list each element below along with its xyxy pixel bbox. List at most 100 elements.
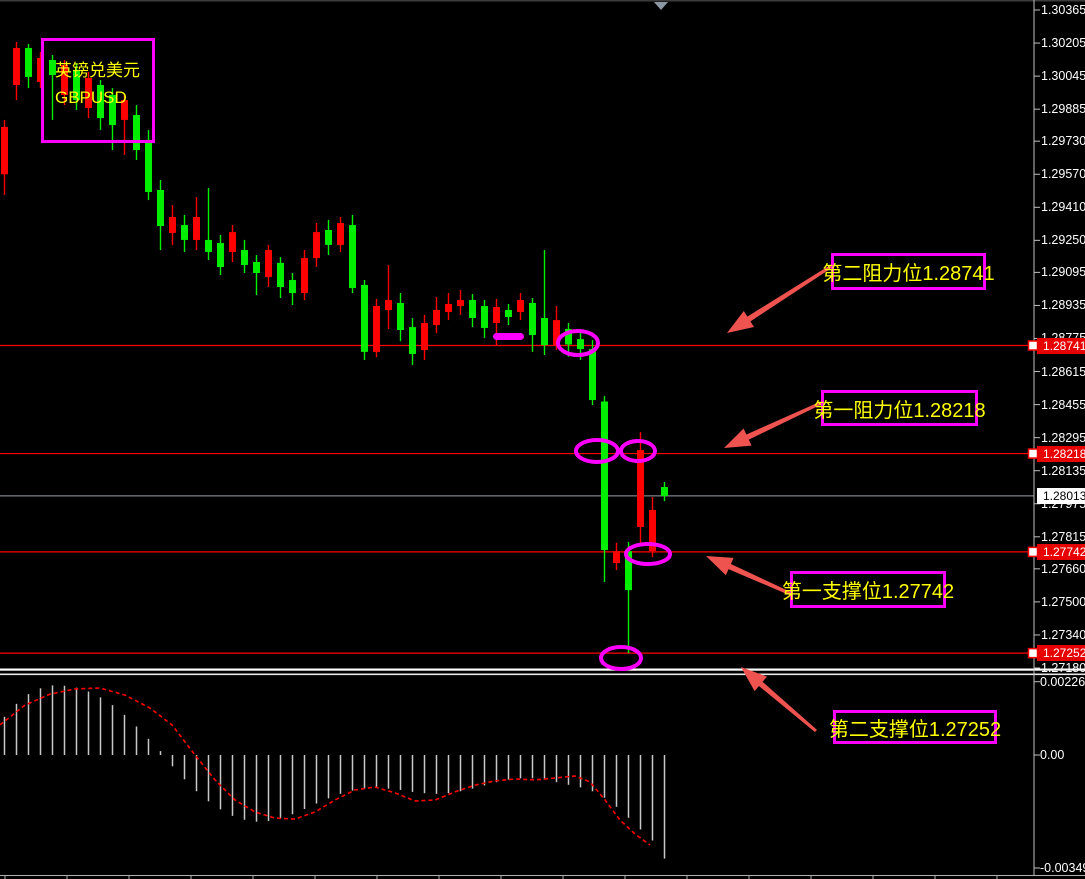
- candle-body: [553, 320, 560, 346]
- price-axis-tick-label: 1.30045: [1041, 69, 1085, 84]
- candle-body: [589, 349, 596, 401]
- candle-body: [277, 262, 284, 288]
- candle-body: [169, 217, 176, 233]
- candle-body: [205, 239, 212, 252]
- price-axis-tick-label: 1.29730: [1041, 134, 1085, 149]
- candle-body: [145, 139, 152, 193]
- candle-body: [217, 243, 224, 268]
- candle-body: [289, 280, 296, 294]
- price-axis-tick-label: 1.28295: [1041, 430, 1085, 445]
- price-axis-tick-label: 1.28455: [1041, 397, 1085, 412]
- arrow-shaft[interactable]: [750, 674, 817, 733]
- candle-body: [613, 551, 620, 564]
- candle-body: [649, 509, 656, 552]
- symbol-name-cn: 英镑兑美元: [55, 61, 140, 80]
- pane-separator-lower[interactable]: [0, 673, 1085, 676]
- candle-body: [97, 84, 104, 119]
- price-axis-tick-label: 1.28615: [1041, 364, 1085, 379]
- candle-body: [481, 306, 488, 328]
- highlight-dash[interactable]: [493, 333, 524, 340]
- candle-body: [121, 100, 128, 120]
- candle-body: [433, 309, 440, 326]
- candle-body: [337, 222, 344, 245]
- candle-body: [253, 262, 260, 273]
- candle-body: [1, 126, 8, 175]
- highlight-ellipse[interactable]: [624, 542, 672, 566]
- price-axis-tick-label: 1.30205: [1041, 36, 1085, 51]
- candle-body: [37, 57, 44, 82]
- candle-body: [469, 300, 476, 319]
- candle-body: [85, 77, 92, 108]
- price-axis-tick-label: 1.28135: [1041, 463, 1085, 478]
- symbol-ticker: GBPUSD: [55, 88, 127, 107]
- candle-body: [301, 258, 308, 294]
- level-label[interactable]: 第二阻力位1.28741: [822, 253, 995, 290]
- price-axis-tick-label: 1.29250: [1041, 233, 1085, 248]
- window-top-border: [0, 0, 1085, 2]
- indicator-axis-label: 0.00: [1040, 748, 1065, 762]
- candle-body: [637, 450, 644, 527]
- candle-body: [661, 487, 668, 496]
- arrow-head[interactable]: [727, 310, 755, 333]
- arrow-shaft[interactable]: [738, 260, 839, 328]
- candle-body: [541, 318, 548, 346]
- price-axis-tick-label: 1.30365: [1041, 3, 1085, 17]
- candle-body: [517, 300, 524, 313]
- highlight-ellipse[interactable]: [619, 439, 657, 463]
- candle-body: [577, 339, 584, 350]
- candle-body: [193, 217, 200, 240]
- candle-body: [61, 64, 68, 95]
- arrow-head[interactable]: [706, 556, 734, 576]
- signal-line: [0, 687, 651, 846]
- candle-body: [241, 250, 248, 265]
- candle-body: [133, 114, 140, 151]
- candle-body: [421, 322, 428, 351]
- candle-body: [601, 401, 608, 551]
- candle-body: [565, 328, 572, 345]
- arrow-shaft[interactable]: [719, 559, 801, 600]
- candle-body: [25, 48, 32, 77]
- candle-body: [361, 284, 368, 352]
- price-tag-1.28218: 1.28218: [1037, 445, 1085, 462]
- price-tag-1.27742: 1.27742: [1037, 543, 1085, 560]
- candle-body: [313, 232, 320, 259]
- candle-body: [457, 300, 464, 307]
- level-label[interactable]: 第二支撑位1.27252: [829, 710, 1001, 744]
- candle-body: [181, 225, 188, 240]
- indicator-axis-label: -0.00349: [1040, 860, 1085, 875]
- highlight-ellipse[interactable]: [599, 645, 643, 671]
- arrow-head[interactable]: [741, 667, 767, 692]
- level-label[interactable]: 第一阻力位1.28218: [813, 390, 986, 426]
- symbol-annotation-box[interactable]: 英镑兑美元 GBPUSD: [41, 38, 155, 143]
- price-axis-tick-label: 1.27500: [1041, 594, 1085, 609]
- candle-body: [349, 225, 356, 289]
- indicator-axis-label: 0.002264: [1040, 674, 1085, 689]
- current-price-tag: 1.28013: [1037, 487, 1085, 504]
- candle-body: [325, 230, 332, 245]
- candle-body: [265, 250, 272, 277]
- candle-body: [445, 303, 452, 313]
- candle-body: [529, 302, 536, 335]
- price-axis-tick-label: 1.29570: [1041, 167, 1085, 182]
- highlight-ellipse[interactable]: [574, 438, 620, 464]
- candle-body: [373, 306, 380, 352]
- candle-body: [49, 59, 56, 76]
- arrow-head[interactable]: [724, 428, 752, 448]
- candle-body: [229, 232, 236, 252]
- candle-body: [385, 300, 392, 310]
- price-axis-tick-label: 1.27815: [1041, 529, 1085, 544]
- price-tag-1.28741: 1.28741: [1037, 337, 1085, 354]
- candle-body: [73, 69, 80, 101]
- candle-body: [13, 48, 20, 85]
- arrow-shaft[interactable]: [736, 401, 822, 445]
- pane-separator[interactable]: [0, 668, 1085, 671]
- highlight-ellipse[interactable]: [556, 329, 600, 357]
- candle-body: [409, 327, 416, 354]
- candle-body: [109, 94, 116, 126]
- chart-shift-marker-icon[interactable]: [654, 2, 668, 10]
- price-axis-tick-label: 1.29095: [1041, 265, 1085, 280]
- level-label[interactable]: 第一支撑位1.27742: [782, 571, 954, 608]
- candle-body: [505, 309, 512, 317]
